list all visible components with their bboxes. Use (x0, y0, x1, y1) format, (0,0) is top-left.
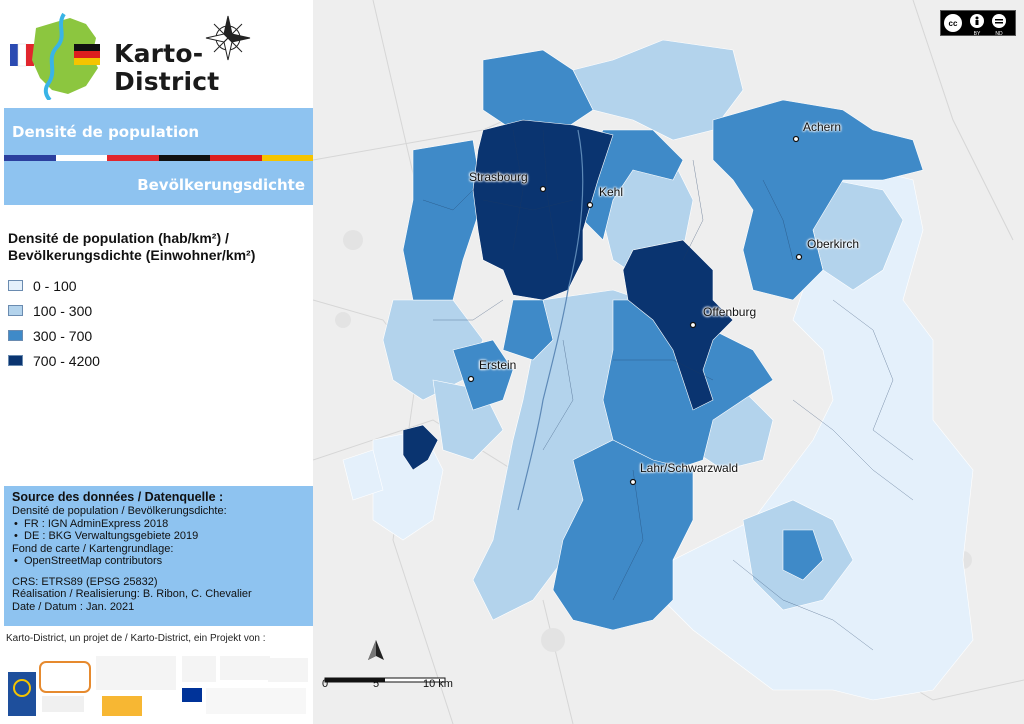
city-label-strasbourg: Strasbourg (469, 170, 528, 184)
scale-label-10: 10 km (423, 678, 453, 690)
source-base-osm: OpenStreetMap contributors (12, 555, 305, 568)
legend: Densité de population (hab/km²) / Bevölk… (8, 230, 308, 373)
flag-divider (4, 155, 313, 161)
partner-logo-icon (206, 688, 306, 714)
scale-label-0: 0 (322, 678, 329, 690)
partners-caption: Karto-District, un projet de / Karto-Dis… (6, 633, 266, 644)
legend-label: 100 - 300 (33, 302, 93, 319)
wro-logo-icon (42, 696, 84, 712)
partner-logo-icon (182, 656, 216, 682)
brand-logo: Karto-District (8, 8, 308, 102)
eu-flag-icon (182, 688, 202, 702)
legend-label: 700 - 4200 (33, 352, 100, 369)
choropleth-map (313, 0, 1024, 724)
city-label-kehl: Kehl (599, 185, 624, 199)
title-de: Bevölkerungsdichte (137, 176, 305, 194)
source-crs: CRS: ETRS89 (EPSG 25832) (12, 575, 158, 588)
legend-swatch (8, 330, 23, 341)
city-label-oberkirch: Oberkirch (807, 237, 860, 251)
legend-swatch (8, 355, 23, 366)
source-date: Date / Datum : Jan. 2021 (12, 600, 135, 613)
creative-commons-icon: cc BY ND (944, 14, 1006, 37)
partner-logo-icon (220, 656, 270, 680)
university-logo-icon (96, 656, 176, 690)
brand-title: Karto-District (114, 39, 220, 96)
rhine-river (517, 129, 584, 511)
city-label-achern: Achern (803, 120, 842, 134)
legend-swatch (8, 305, 23, 316)
svg-text:BY: BY (974, 31, 981, 37)
city-label-offenburg: Offenburg (703, 305, 757, 319)
scale-label-5: 5 (373, 678, 380, 690)
title-fr: Densité de population (12, 123, 200, 141)
legend-swatch (8, 280, 23, 291)
legend-item: 300 - 700 (8, 323, 308, 348)
svg-text:cc: cc (949, 19, 958, 28)
eurodistrict-logo-icon (8, 672, 36, 716)
source-title: Source des données / Datenquelle : (12, 490, 224, 504)
legend-label: 0 - 100 (33, 277, 77, 294)
source-pop-fr: FR : IGN AdminExpress 2018 (12, 518, 305, 531)
legend-label: 300 - 700 (33, 327, 93, 344)
scale-bar (324, 640, 446, 683)
density-polygons (342, 39, 974, 701)
legend-title: Densité de population (hab/km²) / Bevölk… (8, 230, 256, 263)
city-label-erstein: Erstein (479, 358, 517, 372)
hochschule-logo-icon (268, 658, 308, 682)
source-pop-heading: Densité de population / Bevölkerungsdich… (12, 505, 227, 517)
source-realisation: Réalisation / Realisierung: B. Ribon, C.… (12, 588, 252, 600)
data-source-box: Source des données / Datenquelle : Densi… (4, 486, 313, 626)
legend-item: 100 - 300 (8, 298, 308, 323)
interreg-logo-icon (39, 661, 91, 693)
info-panel: Karto-District Densité de population Bev… (0, 0, 313, 724)
license-badge[interactable]: cc BY ND (940, 10, 1016, 37)
logo-graphic-icon (10, 12, 251, 102)
partner-logos (6, 652, 311, 720)
title-band: Densité de population Bevölkerungsdichte (4, 108, 313, 205)
legend-item: 700 - 4200 (8, 348, 308, 373)
legend-item: 0 - 100 (8, 273, 308, 298)
source-base-heading: Fond de carte / Kartengrundlage: (12, 542, 174, 555)
city-label-lahr: Lahr/Schwarzwald (640, 461, 739, 475)
map-canvas[interactable]: Strasbourg Kehl Achern Oberkirch Offenbu… (313, 0, 1024, 724)
svg-text:ND: ND (995, 31, 1003, 37)
amup-logo-icon (102, 696, 142, 716)
source-pop-de: DE : BKG Verwaltungsgebiete 2019 (12, 530, 305, 543)
north-arrow-icon (368, 640, 384, 660)
